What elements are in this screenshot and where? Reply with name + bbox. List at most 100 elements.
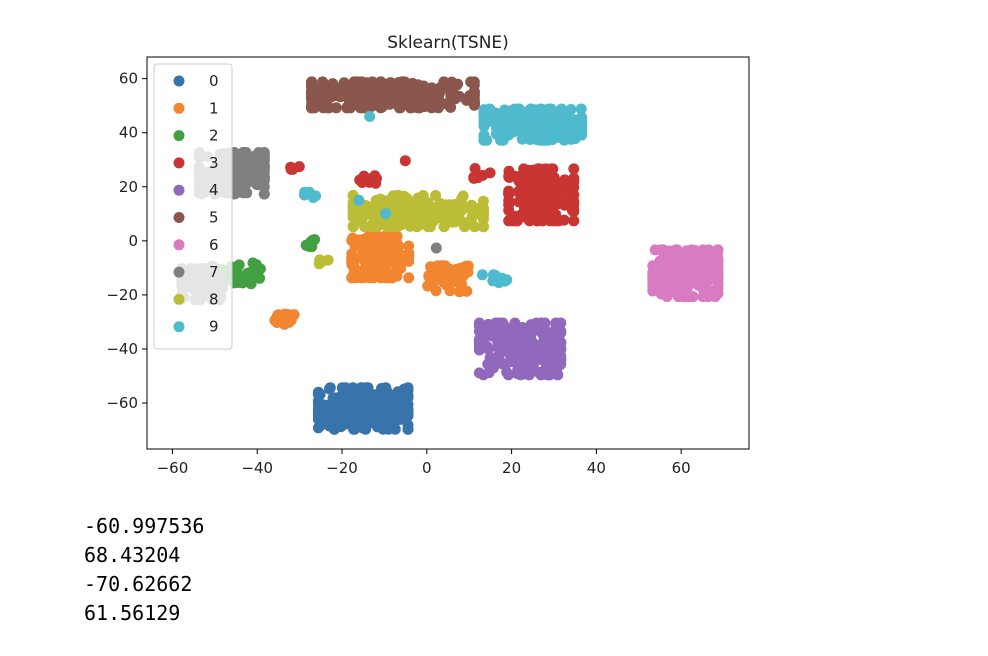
scatter-point-class-3 <box>524 189 536 201</box>
scatter-point-class-6 <box>707 259 719 271</box>
legend-label-0: 0 <box>209 72 219 90</box>
output-line-max-x: 68.43204 <box>84 543 181 567</box>
legend-label-7: 7 <box>209 263 219 281</box>
y-tick-label: 40 <box>119 124 138 142</box>
scatter-point-class-8 <box>419 207 431 219</box>
scatter-point-class-8 <box>457 190 469 202</box>
scatter-point-class-5 <box>306 79 317 91</box>
legend-box <box>153 63 233 350</box>
scatter-point-class-9 <box>509 103 521 115</box>
legend-marker-2 <box>173 130 185 142</box>
scatter-point-class-7 <box>258 160 270 172</box>
legend-marker-0 <box>173 75 185 87</box>
scatter-point-class-5 <box>418 80 430 92</box>
scatter-point-class-1 <box>403 272 415 284</box>
scatter-point-class-4 <box>539 336 550 348</box>
scatter-point-class-9 <box>478 106 490 118</box>
scatter-point-class-8 <box>476 208 488 220</box>
scatter-point-class-6 <box>687 291 699 303</box>
scatter-point-class-4 <box>550 317 562 329</box>
scatter-point-class-6 <box>697 246 709 258</box>
scatter-point-class-3 <box>469 163 481 174</box>
scatter-point-class-4 <box>501 366 513 378</box>
scatter-point-class-2 <box>250 259 262 271</box>
scatter-point-class-5 <box>446 76 458 88</box>
x-axis: −60 −40 −20 0 20 40 60 <box>157 449 691 477</box>
y-tick-label: −20 <box>106 286 138 304</box>
plot-area-frame <box>146 56 750 450</box>
scatter-point-class-8 <box>316 256 328 267</box>
cell-output: -60.997536 68.43204 -70.62662 61.56129 <box>84 512 204 628</box>
scatter-point-class-3 <box>536 183 548 195</box>
scatter-point-class-0 <box>322 409 334 421</box>
scatter-point-class-4 <box>488 325 500 337</box>
scatter-point-class-6 <box>687 247 699 259</box>
scatter-point-class-4 <box>493 341 505 352</box>
scatter-point-class-0 <box>402 389 414 401</box>
legend-marker-1 <box>173 102 185 114</box>
scatter-point-class-4 <box>477 336 489 348</box>
scatter-point-class-6 <box>663 251 675 263</box>
scatter-point-class-4 <box>509 317 521 329</box>
legend-label-5: 5 <box>209 209 219 227</box>
x-tick-label: 40 <box>587 459 606 477</box>
x-tick-label: −20 <box>326 459 358 477</box>
scatter-point-class-0 <box>328 423 340 435</box>
scatter-point-class-3 <box>399 155 411 167</box>
scatter-point-class-3 <box>516 177 528 189</box>
scatter-point-class-8 <box>466 199 477 211</box>
scatter-point-class-5 <box>445 101 456 113</box>
legend-label-3: 3 <box>209 154 219 172</box>
scatter-point-class-0 <box>362 382 374 394</box>
scatter-point-class-5 <box>381 86 393 98</box>
scatter-point-class-8 <box>398 192 410 203</box>
x-tick-label: 20 <box>502 459 521 477</box>
scatter-point-class-0 <box>351 391 363 403</box>
scatter-point-class-3 <box>553 181 565 193</box>
scatter-point-class-9 <box>380 208 392 220</box>
scatter-point-class-9 <box>533 113 544 125</box>
scatter-point-class-1 <box>346 252 358 264</box>
scatter-point-class-0 <box>365 411 377 423</box>
scatter-point-class-4 <box>519 360 531 371</box>
scatter-point-class-5 <box>306 91 317 103</box>
scatter-point-class-7 <box>250 178 262 190</box>
scatter-point-class-3 <box>484 167 496 179</box>
scatter-point-class-1 <box>366 230 378 242</box>
scatter-point-class-5 <box>454 91 465 102</box>
scatter-point-class-4 <box>488 358 500 369</box>
scatter-point-class-3 <box>514 195 526 206</box>
scatter-point-class-4 <box>473 319 485 331</box>
scatter-point-class-1 <box>394 249 406 261</box>
scatter-point-class-7 <box>430 242 442 254</box>
scatter-point-class-5 <box>401 81 412 93</box>
scatter-point-class-4 <box>483 367 495 379</box>
scatter-point-class-4 <box>528 338 540 350</box>
scatter-point-class-8 <box>430 190 442 201</box>
scatter-point-class-5 <box>366 86 378 98</box>
scatter-point-class-6 <box>692 272 704 284</box>
scatter-point-class-9 <box>547 110 559 122</box>
scatter-point-class-0 <box>387 394 399 405</box>
scatter-point-class-5 <box>330 102 342 114</box>
scatter-point-class-4 <box>539 317 551 329</box>
scatter-point-class-3 <box>503 185 515 197</box>
scatter-point-class-6 <box>676 252 688 264</box>
scatter-point-class-9 <box>353 194 365 206</box>
scatter-point-class-3 <box>547 163 559 175</box>
scatter-point-class-4 <box>529 355 541 367</box>
scatter-point-class-6 <box>647 281 659 293</box>
scatter-point-class-1 <box>460 260 472 272</box>
scatter-point-class-9 <box>499 104 511 116</box>
scatter-point-class-4 <box>536 327 548 339</box>
scatter-point-class-9 <box>496 272 508 284</box>
scatter-point-class-3 <box>362 173 373 185</box>
legend-label-9: 9 <box>209 318 219 336</box>
legend-marker-6 <box>173 239 185 251</box>
scatter-point-class-2 <box>249 269 261 281</box>
scatter-point-class-6 <box>654 256 666 268</box>
legend-marker-8 <box>173 293 185 305</box>
scatter-point-class-8 <box>438 221 450 233</box>
scatter-point-class-0 <box>370 401 382 413</box>
scatter-point-class-4 <box>535 369 547 381</box>
